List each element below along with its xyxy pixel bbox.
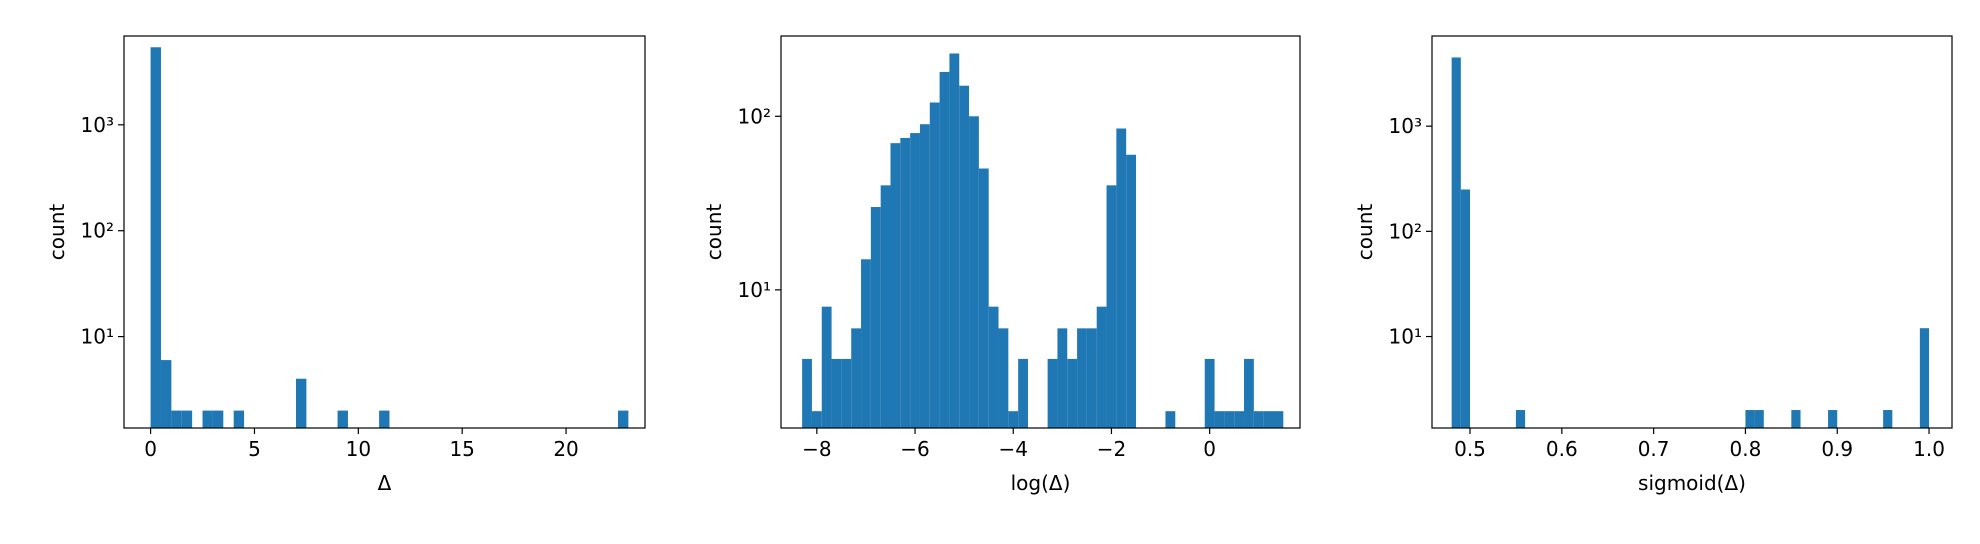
bar	[870, 207, 881, 428]
bar	[1460, 189, 1471, 428]
x-tick-label: −8	[802, 437, 831, 461]
bar	[1253, 411, 1264, 428]
x-tick-label: 0.7	[1638, 437, 1670, 461]
x-tick-label: 0.5	[1454, 437, 1486, 461]
bar	[1165, 411, 1176, 428]
bar	[939, 71, 950, 428]
bar	[1754, 410, 1764, 428]
bar	[831, 358, 842, 428]
bar	[212, 410, 224, 428]
axes-frame	[780, 35, 1301, 429]
bar	[802, 358, 812, 428]
bar	[1096, 306, 1107, 428]
y-tick-label: 10¹	[81, 325, 114, 349]
bar	[1919, 328, 1930, 428]
bar	[1057, 328, 1068, 428]
bar	[160, 360, 172, 428]
x-tick-label: 1.0	[1913, 437, 1945, 461]
bar	[861, 259, 871, 428]
x-tick-label: 0	[1203, 437, 1216, 461]
bar	[969, 116, 979, 428]
x-tick-label: −2	[1097, 437, 1126, 461]
bar	[296, 378, 307, 428]
bar	[1451, 57, 1461, 428]
bar	[1018, 358, 1028, 428]
bar	[1745, 410, 1755, 428]
bar	[1234, 411, 1245, 428]
bar	[890, 143, 901, 428]
bar	[233, 410, 245, 428]
bar	[1126, 154, 1137, 429]
bar	[1244, 358, 1254, 428]
bar	[1204, 358, 1215, 428]
bar	[1047, 358, 1058, 428]
bar	[998, 328, 1009, 428]
y-tick-label: 10²	[1389, 219, 1422, 243]
y-tick-label: 10³	[81, 113, 114, 137]
bar	[959, 85, 970, 428]
bar	[978, 168, 989, 429]
x-tick-label: 0.8	[1730, 437, 1762, 461]
bar	[1263, 411, 1274, 428]
bar	[821, 306, 832, 428]
bar	[1086, 328, 1097, 428]
bar	[841, 358, 852, 428]
bar	[181, 410, 193, 428]
bar	[379, 410, 390, 428]
y-tick-label: 10²	[81, 219, 114, 243]
bar	[910, 133, 920, 429]
y-axis-label: count	[1353, 204, 1377, 261]
x-tick-label: 0.6	[1546, 437, 1578, 461]
bar	[1224, 411, 1235, 428]
bar	[1828, 410, 1838, 428]
bar	[919, 124, 930, 428]
bar	[617, 410, 629, 428]
bar	[1214, 411, 1225, 428]
bar	[1067, 358, 1078, 428]
bar	[1116, 128, 1127, 428]
bar	[851, 328, 862, 428]
x-tick-label: 5	[248, 437, 261, 461]
bar	[929, 102, 940, 428]
x-axis-label: sigmoid(Δ)	[1638, 471, 1746, 495]
bar	[900, 137, 911, 428]
axes-frame	[1431, 35, 1953, 429]
x-tick-label: 15	[449, 437, 474, 461]
bar	[1515, 410, 1526, 428]
y-tick-label: 10¹	[1389, 325, 1422, 349]
y-axis-label: count	[45, 204, 69, 261]
bar	[880, 185, 891, 428]
bar	[1273, 411, 1284, 428]
bar	[1883, 410, 1893, 428]
bar	[171, 410, 182, 428]
x-tick-label: 10	[346, 437, 371, 461]
y-tick-label: 10²	[738, 104, 771, 128]
bar	[1008, 411, 1019, 428]
x-axis-label: Δ	[378, 471, 392, 495]
y-tick-label: 10¹	[738, 278, 771, 302]
bar	[1077, 328, 1087, 428]
x-tick-label: 0.9	[1821, 437, 1853, 461]
y-tick-label: 10³	[1389, 114, 1422, 138]
bar	[1106, 185, 1117, 428]
x-tick-label: 20	[553, 437, 578, 461]
x-tick-label: −6	[900, 437, 929, 461]
bar	[988, 306, 999, 428]
y-axis-label: count	[702, 204, 726, 261]
bar	[337, 410, 348, 428]
x-tick-label: 0	[144, 437, 157, 461]
axes-frame	[123, 35, 646, 429]
x-tick-label: −4	[999, 437, 1028, 461]
bar	[949, 53, 960, 428]
x-axis-label: log(Δ)	[1011, 471, 1071, 495]
bar	[202, 410, 213, 428]
bar	[811, 411, 822, 428]
bar	[1791, 410, 1801, 428]
bar	[150, 47, 161, 428]
